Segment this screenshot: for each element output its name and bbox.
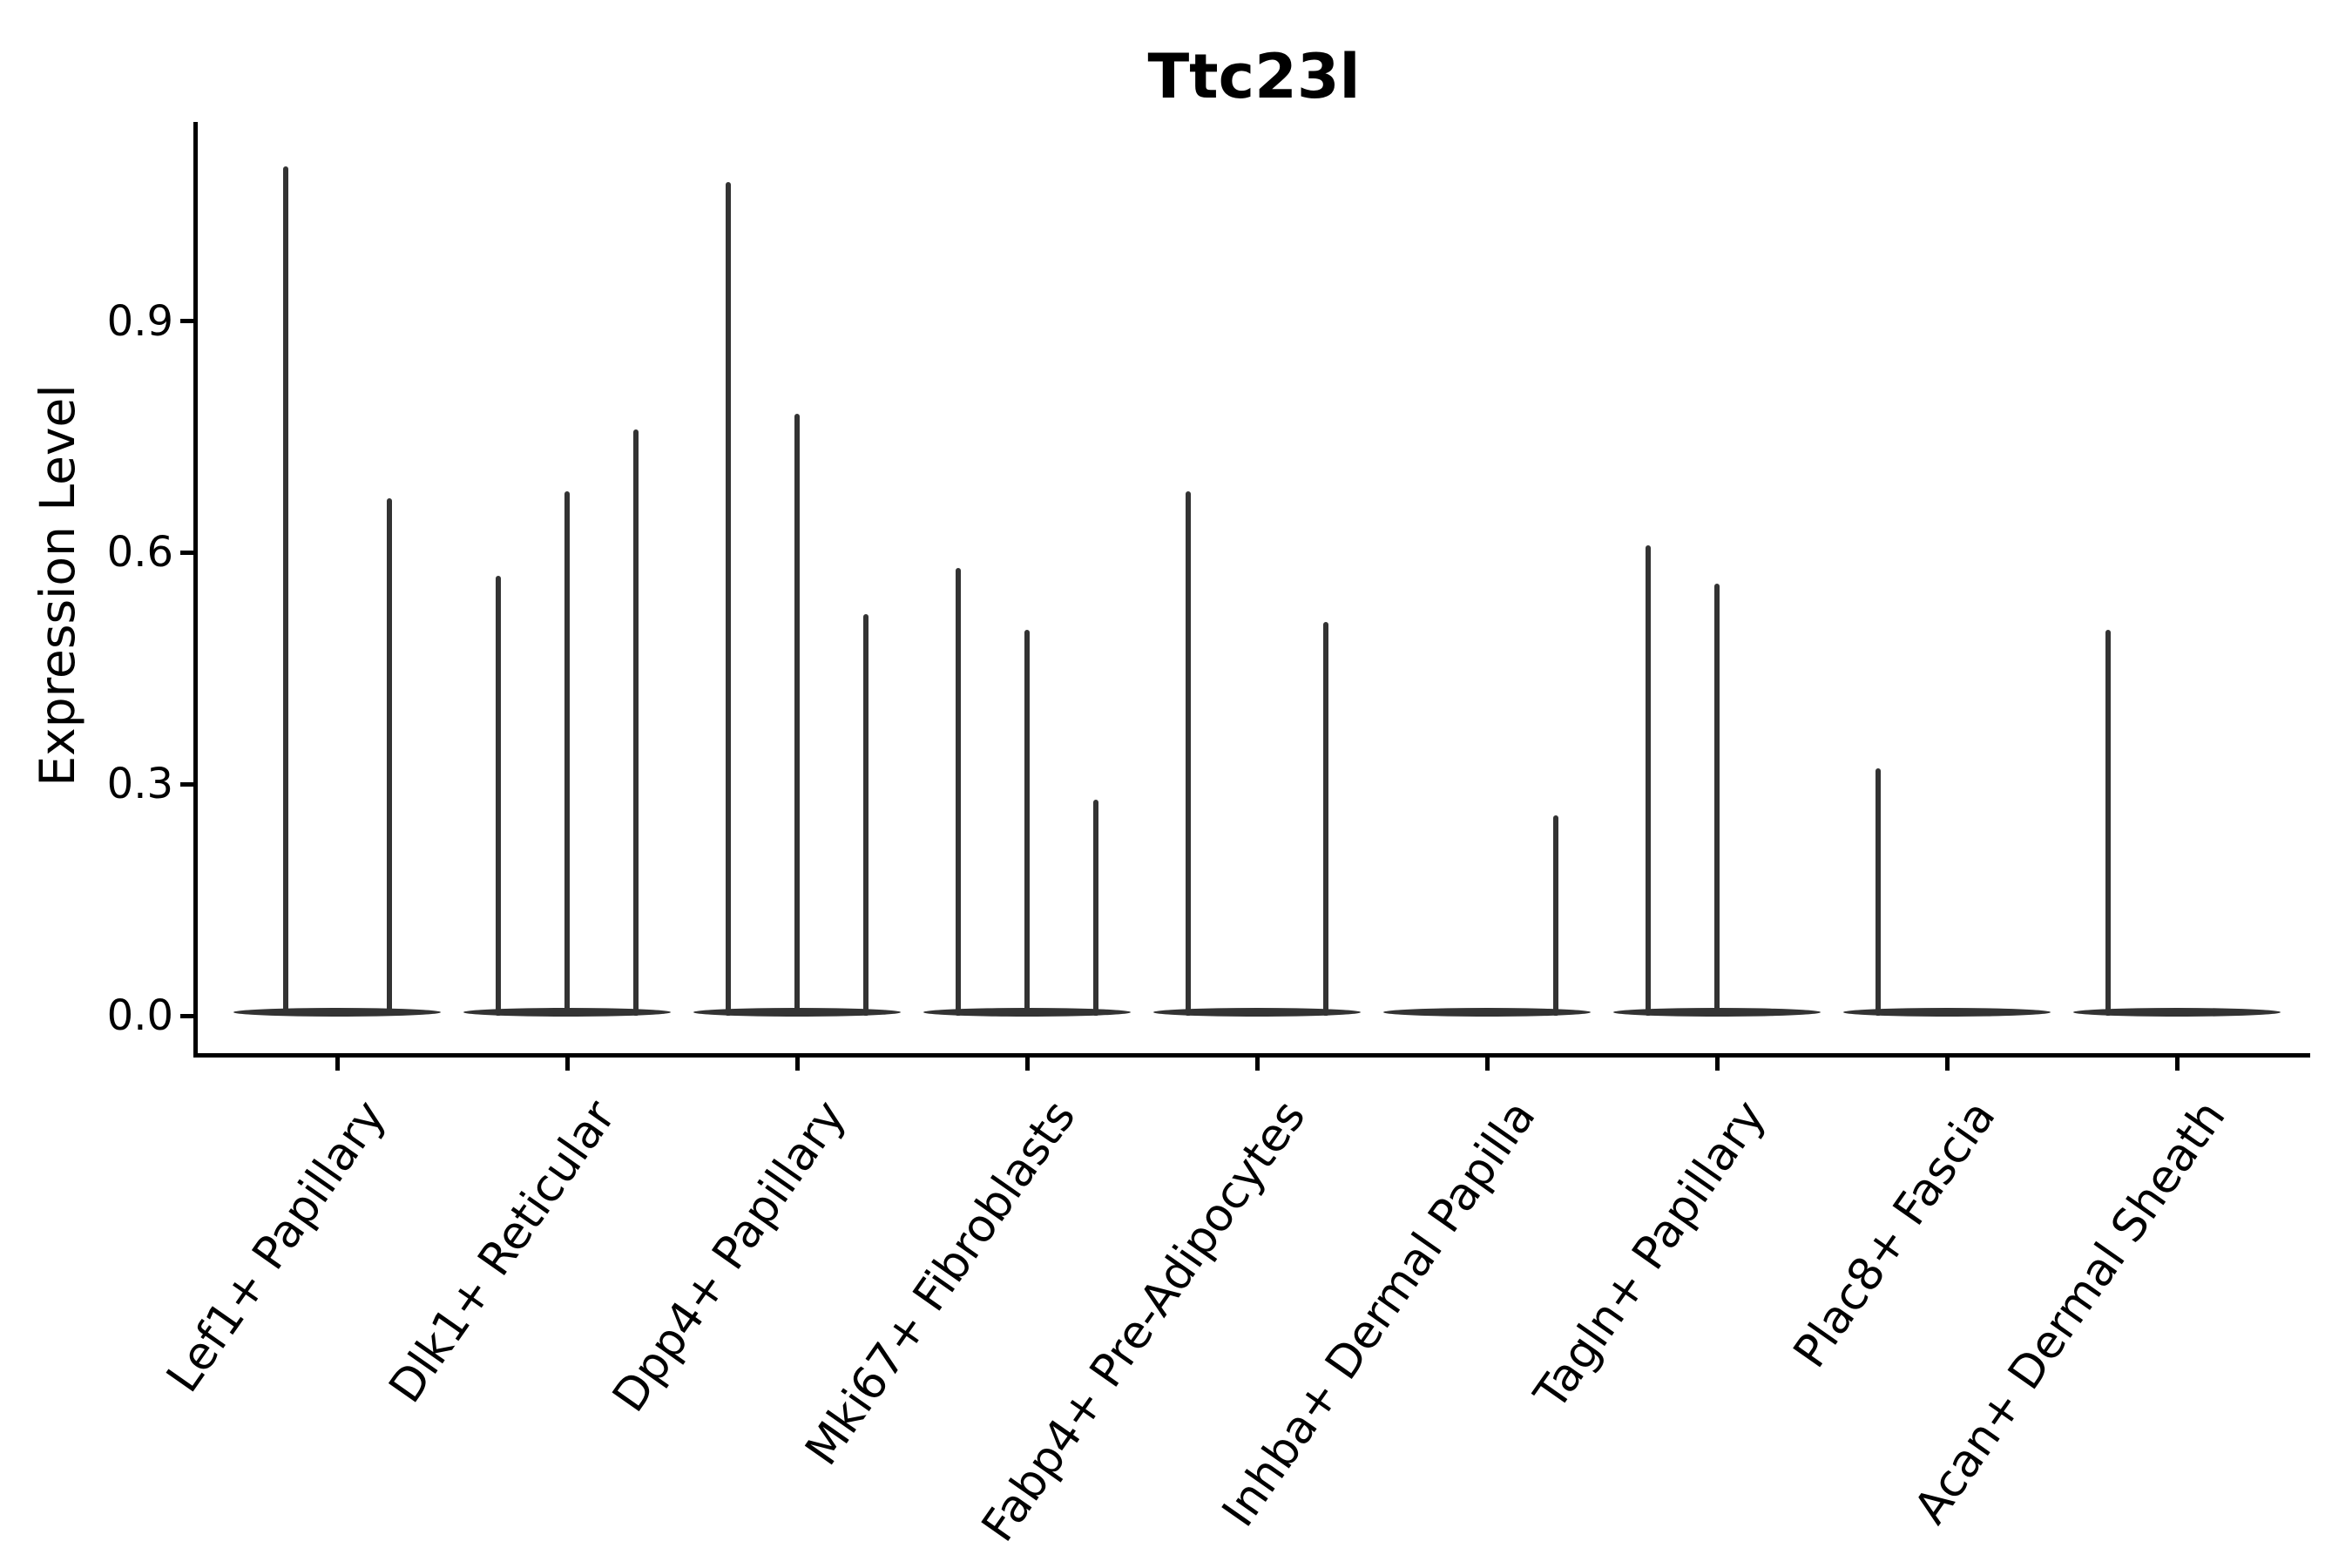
violin-spike <box>1093 799 1099 1016</box>
violin-spike <box>1323 622 1329 1016</box>
violin-spike <box>1875 768 1881 1016</box>
violin-spike <box>725 182 731 1016</box>
x-tick <box>794 1058 800 1071</box>
y-tick-label: 0.0 <box>106 991 173 1040</box>
y-tick <box>180 550 193 555</box>
y-tick <box>180 1013 193 1018</box>
violin-spike <box>495 575 501 1016</box>
violin-base <box>923 1008 1131 1017</box>
violin-spike <box>863 614 869 1016</box>
violin-base <box>2073 1008 2281 1017</box>
y-axis-spine <box>193 122 198 1058</box>
violin-base <box>1383 1008 1591 1017</box>
violin-spike <box>1714 583 1720 1016</box>
violin-spike <box>1024 630 1030 1016</box>
x-tick <box>1024 1058 1030 1071</box>
violin-base <box>693 1008 901 1017</box>
violin-spike <box>633 429 639 1016</box>
x-tick <box>1714 1058 1720 1071</box>
violin-spike <box>1645 544 1651 1016</box>
violin-spike <box>794 413 800 1016</box>
violin-base <box>1153 1008 1361 1017</box>
x-tick <box>2174 1058 2180 1071</box>
violin-spike <box>955 568 961 1016</box>
violin-base <box>233 1008 441 1017</box>
violin-spike <box>1185 490 1191 1016</box>
x-axis-spine <box>193 1053 2310 1058</box>
violin-base <box>1613 1008 1821 1017</box>
x-tick <box>564 1058 570 1071</box>
violin-spike <box>386 498 392 1016</box>
x-tick <box>1944 1058 1950 1071</box>
y-tick <box>180 319 193 324</box>
violin-spike <box>1553 814 1559 1016</box>
violin-base <box>1843 1008 2051 1017</box>
violin-spike <box>564 490 570 1016</box>
violin-base <box>463 1008 671 1017</box>
plot-title: Ttc23l <box>1147 41 1361 112</box>
y-tick-label: 0.9 <box>106 296 173 346</box>
violin-spike <box>282 166 288 1016</box>
y-tick <box>180 781 193 787</box>
x-tick-label: Acan+ Dermal Sheath <box>1904 1091 2236 1534</box>
x-tick <box>1254 1058 1260 1071</box>
violin-spike <box>2105 630 2111 1016</box>
y-axis-label: Expression Level <box>30 384 85 787</box>
x-tick <box>335 1058 340 1071</box>
y-tick-label: 0.6 <box>106 528 173 578</box>
y-tick-label: 0.3 <box>106 760 173 809</box>
x-tick <box>1484 1058 1490 1071</box>
